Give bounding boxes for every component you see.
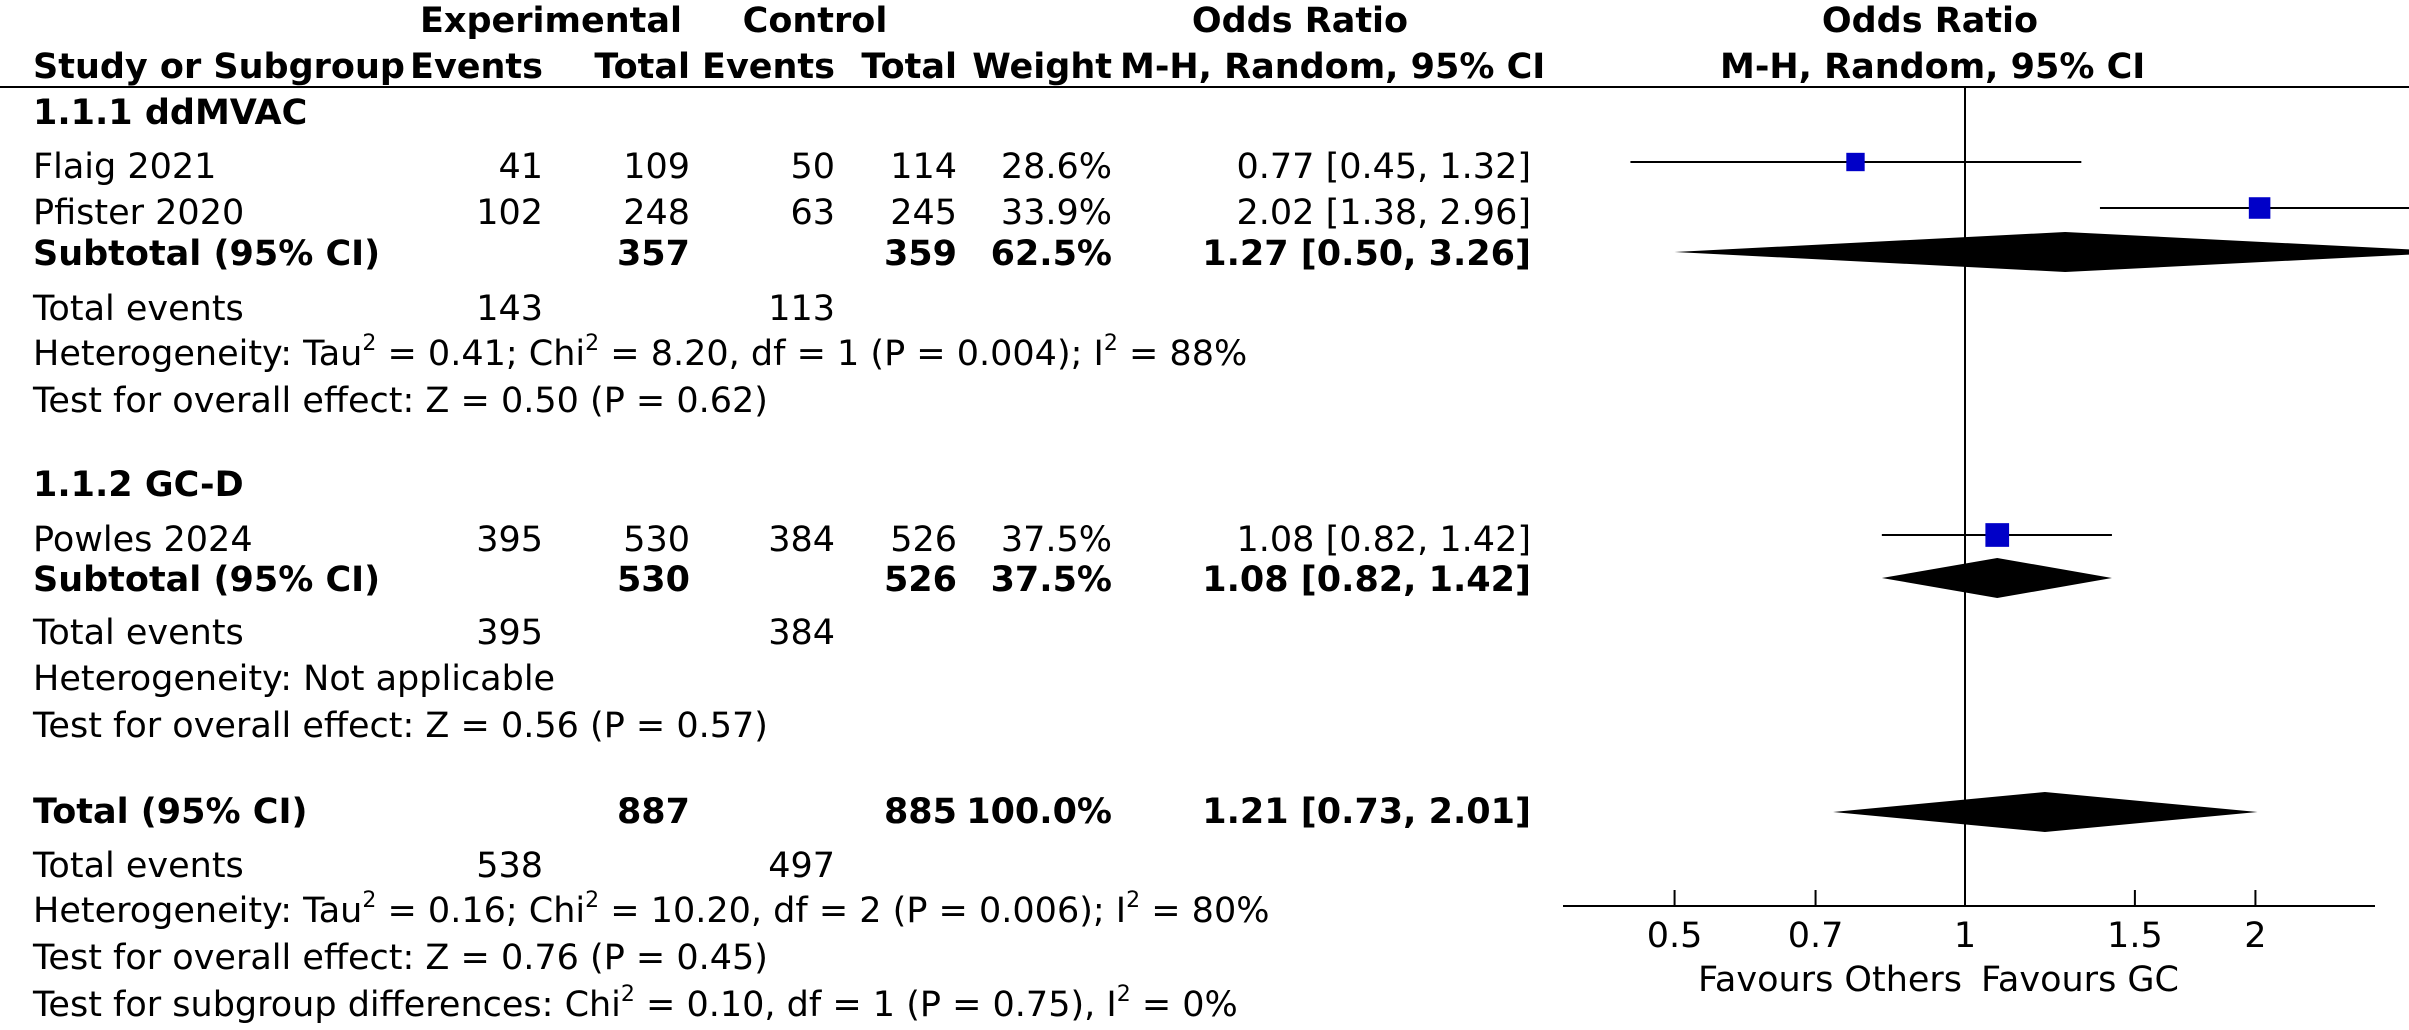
pooled-diamond (1833, 792, 2258, 832)
subtotal-ctrl-total: 526 (883, 560, 957, 600)
weight: 33.9% (1000, 193, 1112, 233)
ctrl-total: 114 (890, 147, 957, 187)
exp-events: 395 (476, 520, 543, 560)
ctrl-events: 50 (790, 147, 835, 187)
subtotal-exp-total: 357 (616, 234, 690, 274)
ctrl-events: 63 (790, 193, 835, 233)
ctrl-events: 384 (768, 520, 835, 560)
overall-effect-text: Test for overall effect: Z = 0.76 (P = 0… (33, 938, 768, 978)
ctrl-total-header: Total (861, 47, 957, 87)
exp-events-header: Events (410, 47, 543, 87)
subgroup-title: 1.1.2 GC-D (33, 465, 244, 505)
study-square (1846, 152, 1865, 172)
total-events-ctrl: 384 (768, 613, 835, 653)
experimental-header: Experimental (420, 1, 683, 41)
total-events-label: Total events (33, 846, 244, 886)
study-name: Flaig 2021 (33, 147, 217, 187)
x-tick-label: 2 (2244, 916, 2266, 956)
x-tick-label: 0.7 (1788, 916, 1844, 956)
pooled-diamond (1881, 558, 2112, 598)
favours-right-label: Favours GC (1981, 960, 2179, 1000)
subtotal-label: Subtotal (95% CI) (33, 234, 381, 274)
total-events-label: Total events (33, 613, 244, 653)
overall-effect-text: Test for overall effect: Z = 0.50 (P = 0… (33, 381, 768, 421)
pooled-diamond (1674, 232, 2409, 272)
total-events-exp: 143 (476, 289, 543, 329)
control-header: Control (742, 1, 888, 41)
ctrl-events-header: Events (702, 47, 835, 87)
odds-ratio-header: Odds Ratio (1191, 1, 1409, 41)
odds-ratio-ci: 2.02 [1.38, 2.96] (1236, 193, 1531, 233)
exp-events: 41 (498, 147, 543, 187)
method-header: M-H, Random, 95% CI (1120, 47, 1546, 87)
x-tick-label: 0.5 (1647, 916, 1703, 956)
weight-header: Weight (972, 47, 1112, 87)
exp-total: 109 (623, 147, 690, 187)
heterogeneity-text: Heterogeneity: Tau2 = 0.41; Chi2 = 8.20,… (33, 331, 1248, 374)
subgroup-differences-text: Test for subgroup differences: Chi2 = 0.… (33, 982, 1238, 1025)
exp-events: 102 (476, 193, 543, 233)
subtotal-ctrl-total: 359 (883, 234, 957, 274)
ctrl-total: 526 (890, 520, 957, 560)
heterogeneity-text: Heterogeneity: Not applicable (33, 659, 556, 699)
exp-total-header: Total (594, 47, 690, 87)
study-square (1985, 523, 2010, 547)
subtotal-label: Subtotal (95% CI) (33, 560, 381, 600)
favours-left-label: Favours Others (1698, 960, 1963, 1000)
total-ci: 1.21 [0.73, 2.01] (1202, 792, 1531, 832)
total-events-ctrl: 497 (768, 846, 835, 886)
study-column-header: Study or Subgroup (33, 47, 405, 87)
subtotal-weight: 62.5% (990, 234, 1112, 274)
total-exp-total: 887 (616, 792, 690, 832)
ctrl-total: 245 (890, 193, 957, 233)
exp-total: 530 (623, 520, 690, 560)
exp-total: 248 (623, 193, 690, 233)
weight: 28.6% (1000, 147, 1112, 187)
total-events-exp: 538 (476, 846, 543, 886)
heterogeneity-text: Heterogeneity: Tau2 = 0.16; Chi2 = 10.20… (33, 888, 1270, 931)
study-square (2248, 197, 2271, 219)
subtotal-weight: 37.5% (990, 560, 1112, 600)
subtotal-exp-total: 530 (616, 560, 690, 600)
x-tick-label: 1.5 (2107, 916, 2163, 956)
overall-effect-text: Test for overall effect: Z = 0.56 (P = 0… (33, 706, 768, 746)
odds-ratio-ci: 1.08 [0.82, 1.42] (1236, 520, 1531, 560)
study-name: Powles 2024 (33, 520, 253, 560)
total-weight: 100.0% (966, 792, 1112, 832)
x-tick-label: 1 (1954, 916, 1976, 956)
weight: 37.5% (1000, 520, 1112, 560)
subtotal-ci: 1.27 [0.50, 3.26] (1202, 234, 1531, 274)
plot-method-header: M-H, Random, 95% CI (1720, 47, 2146, 87)
plot-title: Odds Ratio (1821, 1, 2039, 41)
total-events-ctrl: 113 (768, 289, 835, 329)
total-ctrl-total: 885 (883, 792, 957, 832)
total-label: Total (95% CI) (33, 792, 308, 832)
odds-ratio-ci: 0.77 [0.45, 1.32] (1236, 147, 1531, 187)
subgroup-title: 1.1.1 ddMVAC (33, 93, 308, 133)
subtotal-ci: 1.08 [0.82, 1.42] (1202, 560, 1531, 600)
total-events-exp: 395 (476, 613, 543, 653)
study-name: Pfister 2020 (33, 193, 245, 233)
total-events-label: Total events (33, 289, 244, 329)
